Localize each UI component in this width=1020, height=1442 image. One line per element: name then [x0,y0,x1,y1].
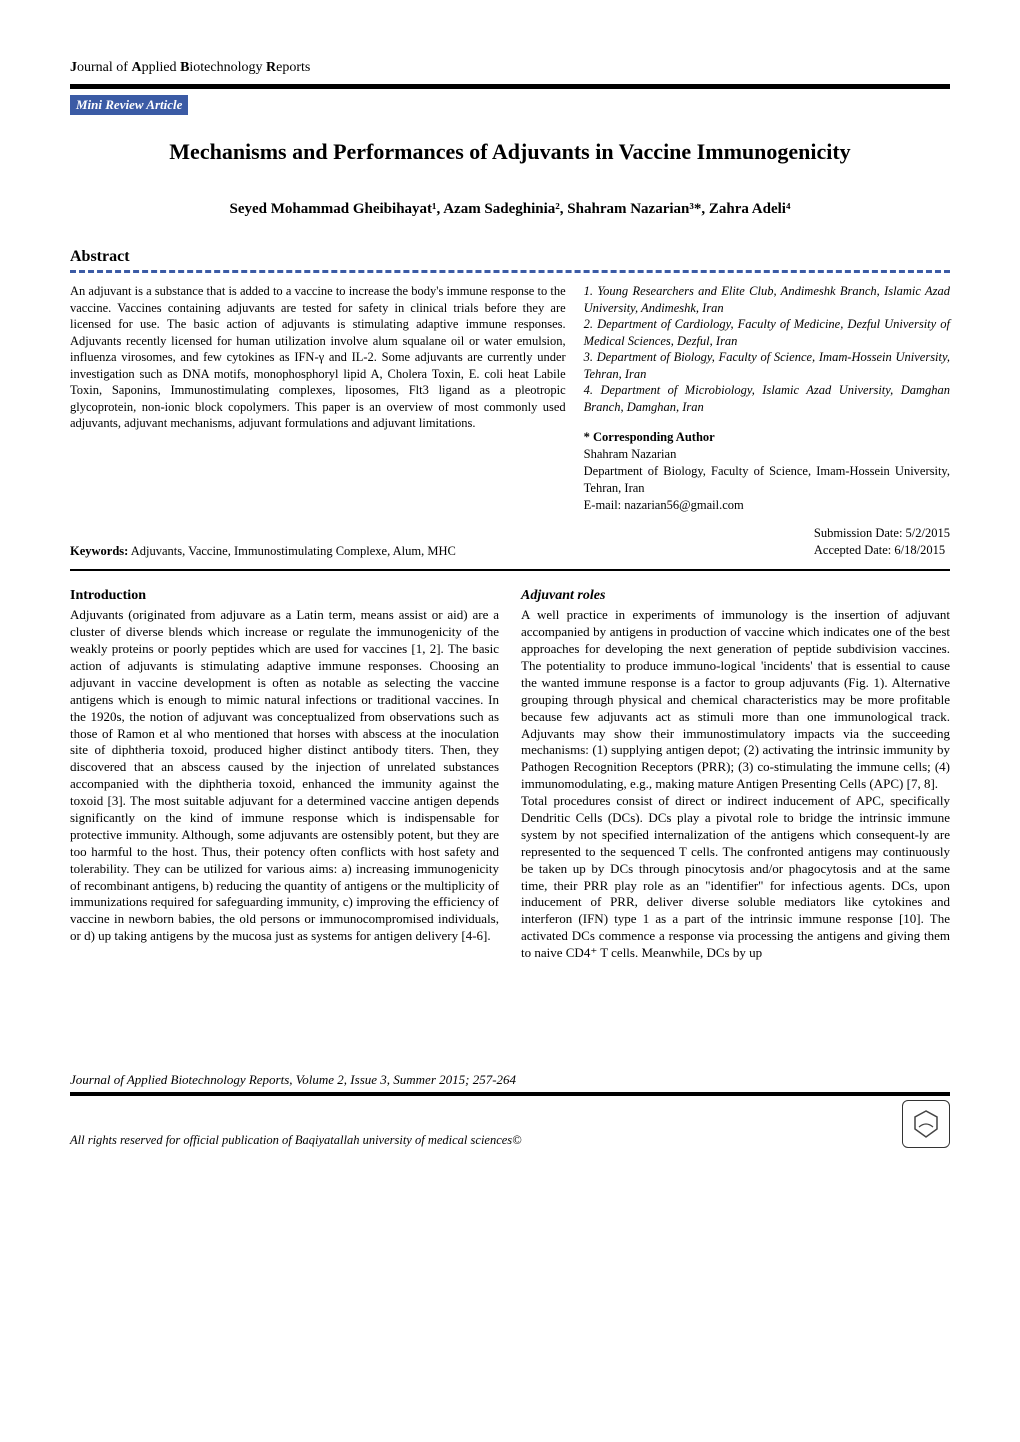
intro-text: Adjuvants (originated from adjuvare as a… [70,607,499,945]
affiliation-2: 2. Department of Cardiology, Faculty of … [584,316,950,349]
abstract-label: Abstract [70,248,950,266]
journal-j: J [70,60,77,75]
intro-heading: Introduction [70,587,499,605]
corresponding-name: Shahram Nazarian [584,446,950,463]
journal-name: Journal of Applied Biotechnology Reports [70,60,950,76]
affiliations: 1. Young Researchers and Elite Club, And… [584,283,950,513]
roles-p2: Total procedures consist of direct or in… [521,793,950,962]
submission-date: Submission Date: 5/2/2015 [814,525,950,542]
accepted-date: Accepted Date: 6/18/2015 [814,542,950,559]
dates-block: Submission Date: 5/2/2015 Accepted Date:… [814,525,950,559]
publisher-logo-icon [902,1100,950,1148]
footer-rights: All rights reserved for official publica… [70,1133,522,1148]
footer-rule [70,1092,950,1096]
affiliation-1: 1. Young Researchers and Elite Club, And… [584,283,950,316]
article-type: Mini Review Article [70,95,188,115]
article-title: Mechanisms and Performances of Adjuvants… [70,139,950,165]
abstract-text: An adjuvant is a substance that is added… [70,283,566,513]
keywords-text: Adjuvants, Vaccine, Immunostimulating Co… [128,544,456,558]
keywords-label: Keywords: [70,544,128,558]
keywords-dates-row: Keywords: Adjuvants, Vaccine, Immunostim… [70,525,950,559]
corresponding-block: * Corresponding Author Shahram Nazarian … [584,429,950,513]
column-right: Adjuvant roles A well practice in experi… [521,587,950,962]
keywords-line: Keywords: Adjuvants, Vaccine, Immunostim… [70,544,456,559]
corresponding-email: E-mail: nazarian56@gmail.com [584,497,950,514]
abstract-block: An adjuvant is a substance that is added… [70,283,950,513]
roles-heading: Adjuvant roles [521,587,950,605]
journal-a: A [131,60,141,75]
authors-line: Seyed Mohammad Gheibihayat¹, Azam Sadegh… [70,201,950,218]
page-footer: Journal of Applied Biotechnology Reports… [70,1072,950,1148]
affiliation-4: 4. Department of Microbiology, Islamic A… [584,382,950,415]
affiliation-3: 3. Department of Biology, Faculty of Sci… [584,349,950,382]
body-top-rule [70,569,950,571]
footer-citation: Journal of Applied Biotechnology Reports… [70,1072,950,1088]
body-columns: Introduction Adjuvants (originated from … [70,587,950,962]
journal-b: B [180,60,189,75]
header-rule [70,84,950,89]
corresponding-address: Department of Biology, Faculty of Scienc… [584,463,950,497]
journal-r: R [266,60,276,75]
roles-p1: A well practice in experiments of immuno… [521,607,950,793]
abstract-dashed-rule [70,270,950,273]
column-left: Introduction Adjuvants (originated from … [70,587,499,962]
corresponding-label: * Corresponding Author [584,429,950,446]
